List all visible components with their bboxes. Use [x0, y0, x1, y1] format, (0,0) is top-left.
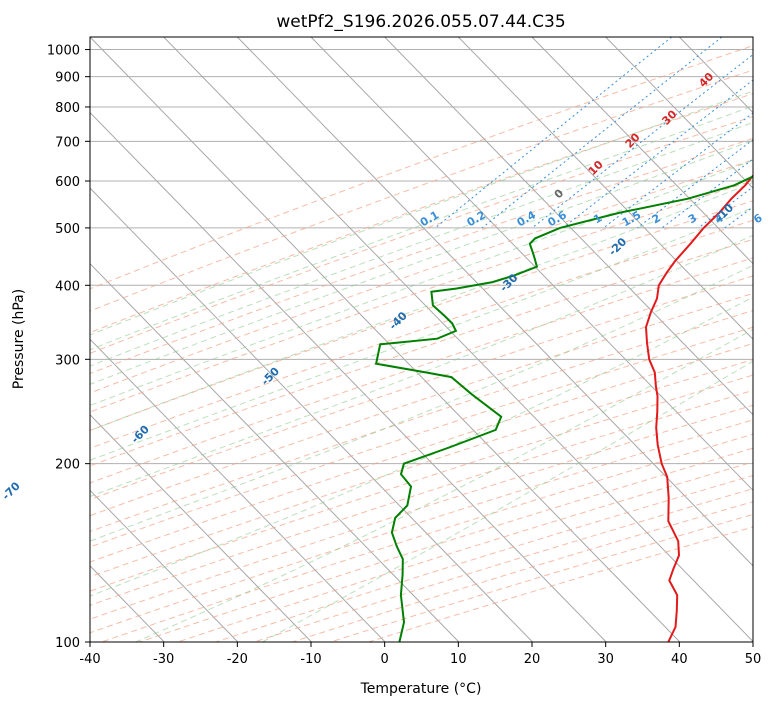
mixing-ratio-line	[698, 37, 775, 228]
dry-adiabat-label: -40	[387, 309, 410, 332]
y-axis-label: Pressure (hPa)	[11, 289, 27, 389]
dry-adiabat-label: -50	[259, 365, 282, 388]
mixing-ratio-label: 0.2	[465, 208, 488, 229]
mixing-ratio-line	[637, 37, 775, 228]
dry-adiabat	[254, 37, 775, 642]
isotherm-line	[311, 37, 775, 642]
dry-adiabat-label: -70	[0, 479, 23, 502]
moist-adiabat-label: 0	[552, 186, 567, 201]
isotherm-line	[0, 37, 385, 642]
mixing-ratio-line	[725, 37, 775, 228]
moist-adiabat	[262, 37, 775, 642]
line-labels: 0.10.20.40.611.52346810131620253036-100-…	[0, 70, 775, 625]
dry-adiabat-label: -60	[129, 422, 152, 445]
dry-adiabat	[102, 37, 775, 642]
dry-adiabat	[216, 37, 775, 642]
mixing-ratio-line	[532, 37, 775, 228]
isotherm-line	[0, 37, 459, 642]
dry-adiabat	[178, 37, 775, 642]
mixing-ratio-label: 1	[591, 211, 604, 226]
x-axis-label: Temperature (°C)	[360, 681, 482, 697]
y-tick-label: 500	[55, 222, 80, 237]
x-tick-label: -20	[227, 652, 248, 667]
y-tick-label: 100	[55, 636, 80, 651]
isotherm-line	[606, 37, 775, 642]
x-tick-label: -10	[300, 652, 321, 667]
mixing-ratio-line	[764, 37, 775, 228]
x-tick-label: 20	[524, 652, 541, 667]
isotherm-line	[0, 37, 533, 642]
dry-adiabat-label: -20	[606, 235, 629, 258]
chart-title: wetPf2_S196.2026.055.07.44.C35	[276, 12, 565, 32]
x-tick-label: 50	[745, 652, 762, 667]
x-tick-label: -40	[79, 652, 100, 667]
dry-adiabat	[292, 37, 775, 642]
mixing-ratio-line	[563, 37, 775, 228]
y-tick-label: 700	[55, 135, 80, 150]
y-tick-label: 900	[55, 71, 80, 86]
isotherm-line	[385, 37, 775, 642]
x-tick-label: 30	[597, 652, 614, 667]
y-tick-label: 800	[55, 101, 80, 116]
y-tick-label: 300	[55, 353, 80, 368]
x-tick-label: 40	[671, 652, 688, 667]
x-tick-label: 0	[381, 652, 389, 667]
y-tick-label: 600	[55, 175, 80, 190]
x-tick-label: -30	[153, 652, 174, 667]
isotherm-line	[753, 37, 775, 642]
isotherm-line	[90, 37, 680, 642]
background-lines	[0, 37, 775, 642]
y-tick-label: 400	[55, 279, 80, 294]
y-tick-label: 1000	[47, 44, 80, 59]
moist-adiabat-label: 10	[586, 158, 606, 178]
isotherm-line	[458, 37, 775, 642]
y-tick-label: 200	[55, 458, 80, 473]
isotherm-line	[16, 37, 606, 642]
x-tick-label: 10	[450, 652, 467, 667]
